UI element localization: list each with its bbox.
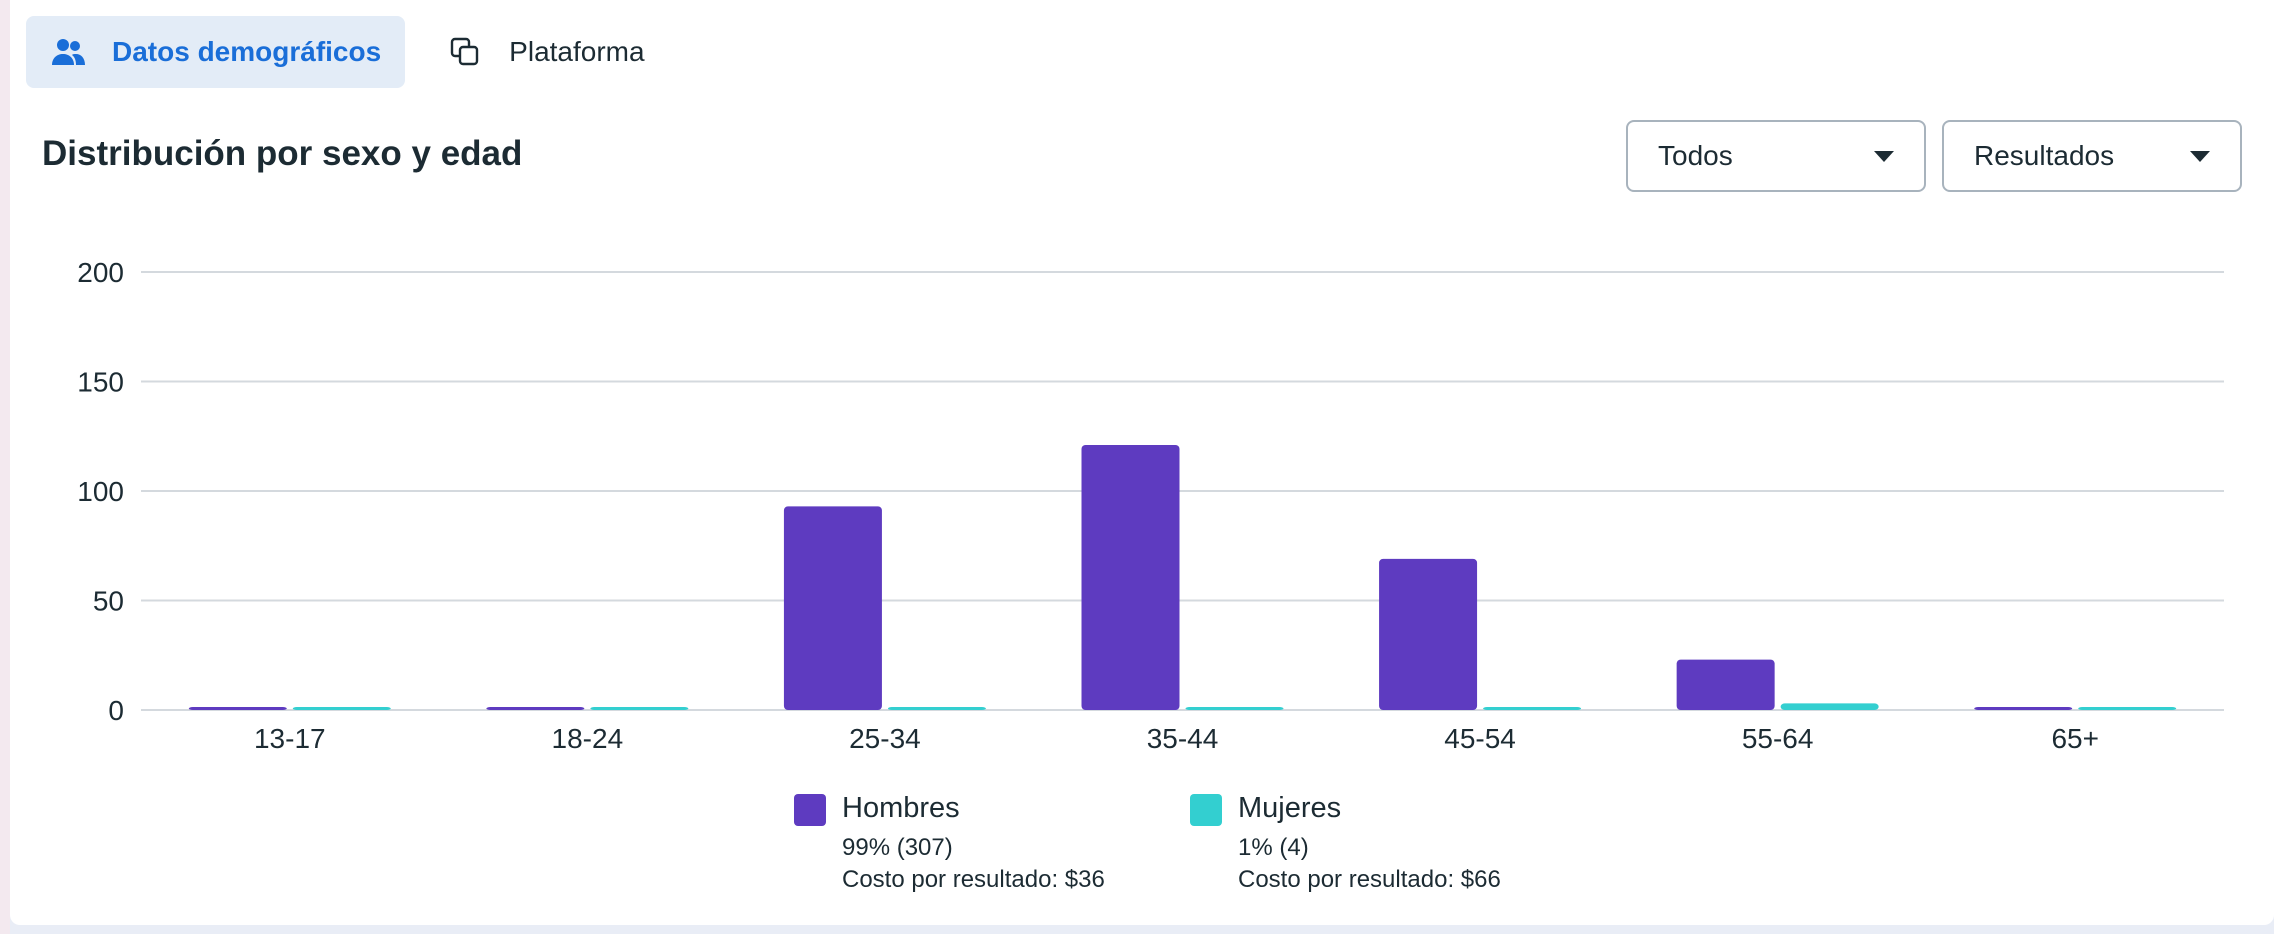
page-edge (0, 0, 10, 934)
people-icon (50, 34, 86, 70)
x-tick-label: 18-24 (552, 723, 624, 754)
bar-men (188, 707, 287, 710)
caret-down-icon (1874, 150, 1894, 162)
legend-swatch-men (794, 794, 826, 826)
chart-title: Distribución por sexo y edad (42, 134, 523, 173)
legend-name: Mujeres (1238, 792, 1342, 824)
y-tick-label: 150 (77, 367, 124, 398)
demographics-panel: Datos demográficos Plataforma Distribuci… (10, 0, 2274, 925)
legend-name: Hombres (842, 792, 960, 824)
x-tick-label: 35-44 (1147, 723, 1219, 754)
x-tick-label: 55-64 (1742, 723, 1814, 754)
bar-women (590, 707, 689, 710)
bar-women (2078, 707, 2177, 710)
legend-percentage: 1% (4) (1238, 834, 1309, 861)
x-tick-label: 65+ (2051, 723, 2099, 754)
y-tick-label: 0 (108, 695, 124, 726)
platform-icon (447, 34, 483, 70)
legend-cost: Costo por resultado: $66 (1238, 866, 1501, 893)
bar-women (1185, 707, 1284, 710)
tab-demographics-label: Datos demográficos (112, 36, 382, 67)
y-tick-label: 50 (93, 586, 124, 617)
bar-men (486, 707, 585, 710)
bar-women (887, 707, 986, 710)
metric-dropdown[interactable]: Resultados (1942, 120, 2242, 192)
x-tick-label: 45-54 (1444, 723, 1516, 754)
legend-swatch-women (1190, 794, 1222, 826)
tab-platform-label: Plataforma (509, 36, 645, 67)
bar-men (1081, 445, 1180, 710)
bar-men (1974, 707, 2073, 710)
tab-platform[interactable]: Plataforma (423, 16, 668, 88)
x-tick-label: 13-17 (254, 723, 326, 754)
legend-cost: Costo por resultado: $36 (842, 866, 1105, 893)
bar-women (1780, 703, 1879, 710)
legend-percentage: 99% (307) (842, 834, 953, 861)
y-tick-label: 200 (77, 257, 124, 288)
bar-men (1379, 558, 1478, 710)
tab-bar: Datos demográficos Plataforma (26, 16, 669, 88)
caret-down-icon (2190, 150, 2210, 162)
bar-women (1483, 707, 1582, 710)
x-tick-label: 25-34 (849, 723, 921, 754)
bar-women (292, 707, 391, 710)
tab-demographics[interactable]: Datos demográficos (26, 16, 406, 88)
metric-dropdown-label: Resultados (1974, 140, 2115, 171)
audience-dropdown[interactable]: Todos (1626, 120, 1926, 192)
bar-men (1676, 659, 1775, 710)
y-tick-label: 100 (77, 476, 124, 507)
audience-dropdown-label: Todos (1658, 140, 1733, 171)
bar-men (783, 506, 882, 710)
sex-age-bar-chart: 0 50 100 150 200 13-17 18-24 25-34 35-44 45-54 55-… (77, 257, 2224, 754)
